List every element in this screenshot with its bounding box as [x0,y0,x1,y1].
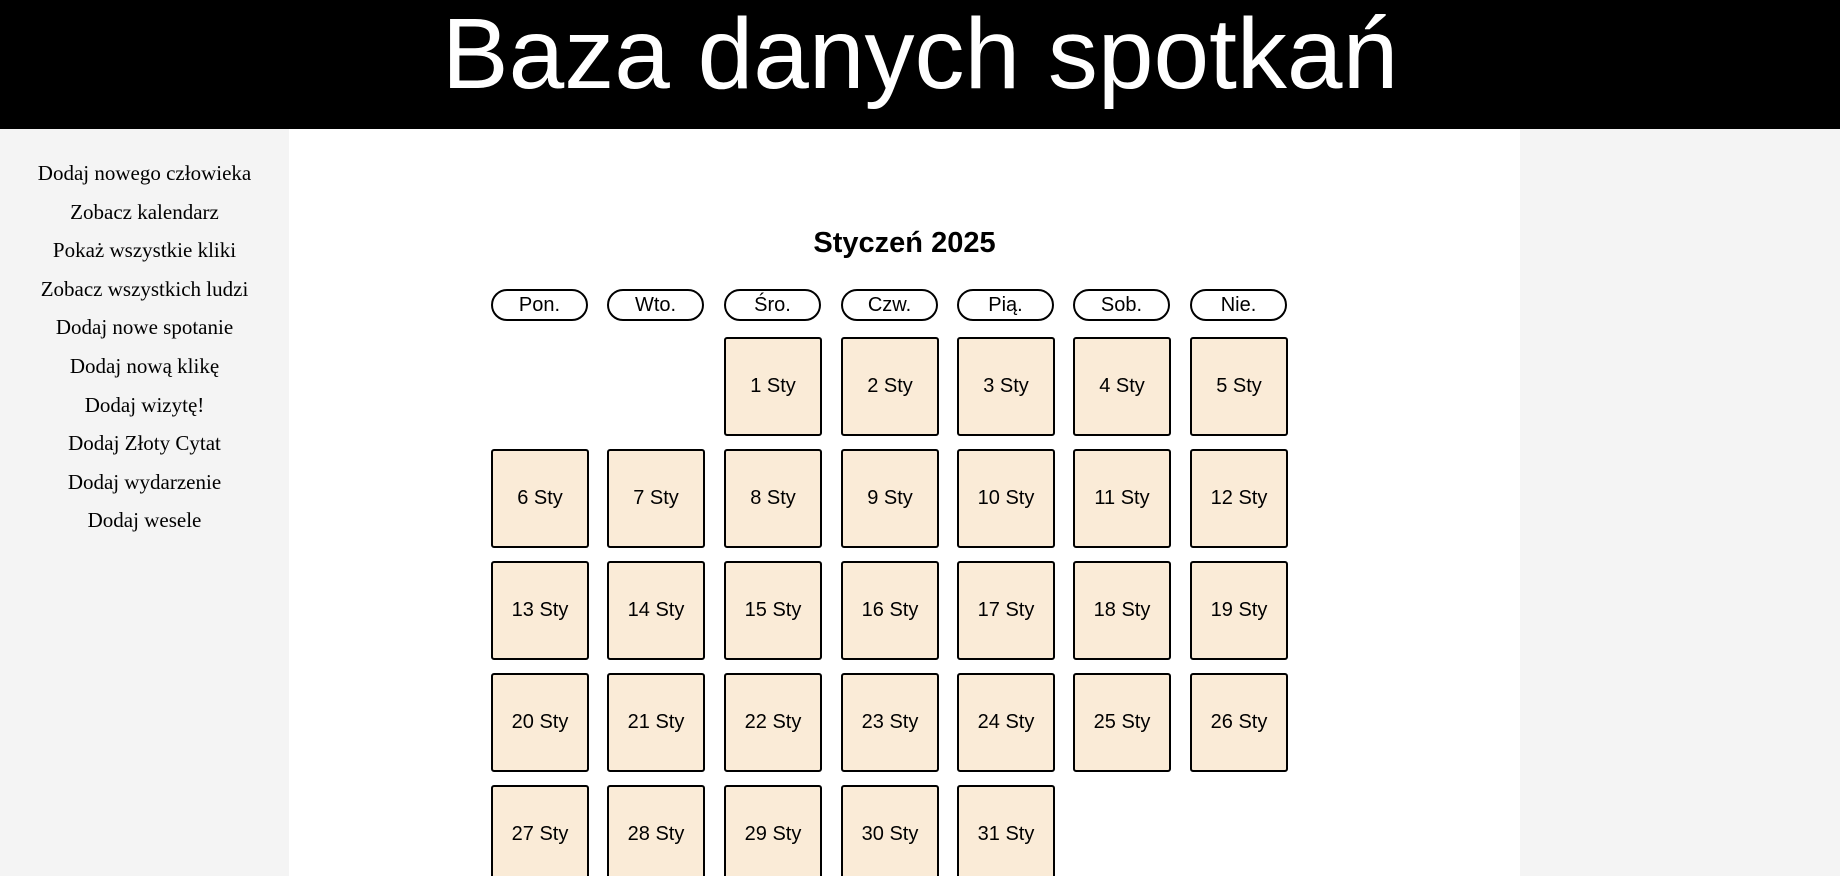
calendar-day-19[interactable]: 19 Sty [1190,561,1288,660]
sidebar-item-view-calendar[interactable]: Zobacz kalendarz [70,199,219,224]
calendar-day-10[interactable]: 10 Sty [957,449,1055,548]
calendar-day-25[interactable]: 25 Sty [1073,673,1171,772]
sidebar-item-add-person[interactable]: Dodaj nowego człowieka [37,161,252,185]
calendar-day-5[interactable]: 5 Sty [1190,337,1288,436]
calendar-day-29[interactable]: 29 Sty [724,785,822,876]
calendar-day-3[interactable]: 3 Sty [957,337,1055,436]
calendar-day-18[interactable]: 18 Sty [1073,561,1171,660]
calendar-day-31[interactable]: 31 Sty [957,785,1055,876]
sidebar-item-view-people[interactable]: Zobacz wszystkich ludzi [40,276,249,301]
weekday-header-wed: Śro. [724,289,821,321]
sidebar-item-show-cliques[interactable]: Pokaż wszystkie kliki [52,238,237,263]
calendar-day-20[interactable]: 20 Sty [491,673,589,772]
sidebar-item-add-meeting[interactable]: Dodaj nowe spotanie [55,315,234,340]
calendar-day-23[interactable]: 23 Sty [841,673,939,772]
calendar-day-15[interactable]: 15 Sty [724,561,822,660]
calendar-day-12[interactable]: 12 Sty [1190,449,1288,548]
month-title: Styczeń 2025 [813,227,996,259]
right-pane [1520,129,1840,876]
weekday-header-mon: Pon. [491,289,588,321]
page-header: Baza danych spotkań [0,0,1840,129]
calendar-day-16[interactable]: 16 Sty [841,561,939,660]
sidebar: Dodaj nowego człowieka Zobacz kalendarz … [0,129,289,876]
sidebar-item-add-event[interactable]: Dodaj wydarzenie [67,469,222,494]
calendar-day-14[interactable]: 14 Sty [607,561,705,660]
calendar-day-21[interactable]: 21 Sty [607,673,705,772]
calendar-day-24[interactable]: 24 Sty [957,673,1055,772]
calendar-day-30[interactable]: 30 Sty [841,785,939,876]
calendar-day-2[interactable]: 2 Sty [841,337,939,436]
calendar-day-6[interactable]: 6 Sty [491,449,589,548]
weekday-header-fri: Pią. [957,289,1054,321]
sidebar-item-add-quote[interactable]: Dodaj Złoty Cytat [68,431,221,456]
calendar-day-7[interactable]: 7 Sty [607,449,705,548]
weekday-header-thu: Czw. [841,289,938,321]
calendar-day-8[interactable]: 8 Sty [724,449,822,548]
weekday-header-sat: Sob. [1073,289,1170,321]
calendar-day-22[interactable]: 22 Sty [724,673,822,772]
sidebar-item-add-clique[interactable]: Dodaj nową klikę [69,353,220,378]
page-title: Baza danych spotkań [441,0,1399,110]
sidebar-item-add-visit[interactable]: Dodaj wizytę! [84,392,205,417]
calendar-day-11[interactable]: 11 Sty [1073,449,1171,548]
calendar-panel: Styczeń 2025 Pon. Wto. Śro. Czw. Pią. Sob. Nie… [289,129,1520,876]
calendar-day-26[interactable]: 26 Sty [1190,673,1288,772]
calendar-day-27[interactable]: 27 Sty [491,785,589,876]
calendar-day-1[interactable]: 1 Sty [724,337,822,436]
sidebar-item-add-wedding[interactable]: Dodaj wesele [87,508,202,533]
weekday-header-sun: Nie. [1190,289,1287,321]
calendar-day-17[interactable]: 17 Sty [957,561,1055,660]
calendar-day-28[interactable]: 28 Sty [607,785,705,876]
sidebar-menu: Dodaj nowego człowieka Zobacz kalendarz … [0,129,289,540]
calendar-day-9[interactable]: 9 Sty [841,449,939,548]
calendar-day-13[interactable]: 13 Sty [491,561,589,660]
calendar-day-4[interactable]: 4 Sty [1073,337,1171,436]
weekday-header-tue: Wto. [607,289,704,321]
